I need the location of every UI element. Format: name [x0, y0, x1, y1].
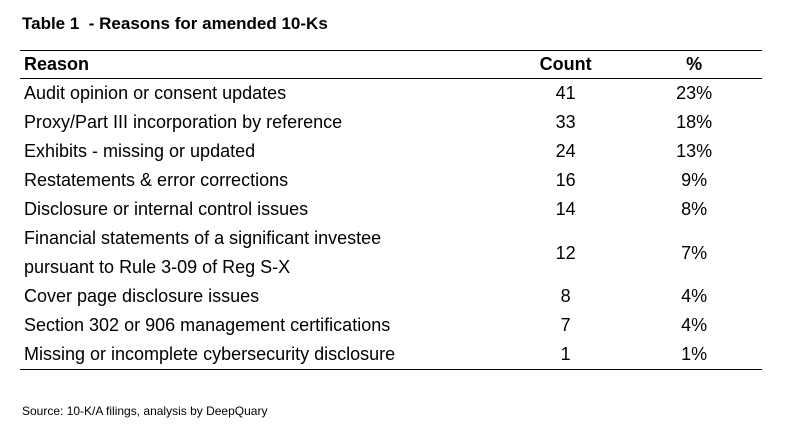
percent-cell: 4% [681, 286, 708, 306]
reasons-table: Reason Count % Audit opinion or consent … [20, 50, 762, 370]
count-cell: 14 [555, 199, 576, 219]
reason-cell: Audit opinion or consent updates [24, 83, 287, 103]
percent-cell: 13% [676, 141, 713, 161]
source-note: Source: 10-K/A filings, analysis by Deep… [22, 404, 268, 418]
table-row: Section 302 or 906 management certificat… [20, 311, 762, 340]
count-cell: 24 [555, 141, 576, 161]
count-cell: 16 [555, 170, 576, 190]
percent-cell: 4% [681, 315, 708, 335]
percent-cell: 18% [676, 112, 713, 132]
count-cell: 33 [555, 112, 576, 132]
table-row: Audit opinion or consent updates 41 23% [20, 79, 762, 109]
reason-cell: Restatements & error corrections [24, 170, 289, 190]
count-cell: 7 [560, 315, 571, 335]
table-row: Cover page disclosure issues 8 4% [20, 282, 762, 311]
reason-cell: Exhibits - missing or updated [24, 141, 256, 161]
table-title: Table 1 - Reasons for amended 10-Ks [22, 14, 328, 33]
reason-line-1: Financial statements of a significant in… [24, 228, 382, 248]
table-row: Exhibits - missing or updated 24 13% [20, 137, 762, 166]
percent-cell: 1% [626, 340, 762, 370]
reason-cell: Section 302 or 906 management certificat… [24, 315, 391, 335]
reason-cell: Cover page disclosure issues [24, 286, 260, 306]
count-cell: 41 [555, 83, 576, 103]
table-row: Missing or incomplete cybersecurity disc… [20, 340, 762, 370]
table-row: Financial statements of a significant in… [20, 224, 762, 282]
reason-cell: Missing or incomplete cybersecurity disc… [20, 340, 506, 370]
reason-cell: Disclosure or internal control issues [24, 199, 309, 219]
percent-cell: 8% [681, 199, 708, 219]
table-row: Restatements & error corrections 16 9% [20, 166, 762, 195]
count-cell: 8 [560, 286, 571, 306]
table-header-row: Reason Count % [20, 50, 762, 79]
count-cell: 1 [505, 340, 627, 370]
count-cell: 12 [555, 242, 576, 263]
percent-cell: 23% [676, 83, 713, 103]
reason-cell: Financial statements of a significant in… [20, 224, 505, 282]
table-row: Disclosure or internal control issues 14… [20, 195, 762, 224]
reason-line-2: pursuant to Rule 3-09 of Reg S-X [24, 257, 291, 277]
percent-cell: 7% [681, 242, 708, 263]
header-percent: % [626, 50, 762, 79]
reason-cell: Proxy/Part III incorporation by referenc… [24, 112, 343, 132]
header-count: Count [505, 50, 627, 79]
percent-cell: 9% [681, 170, 708, 190]
header-reason: Reason [20, 50, 506, 79]
table-row: Proxy/Part III incorporation by referenc… [20, 108, 762, 137]
